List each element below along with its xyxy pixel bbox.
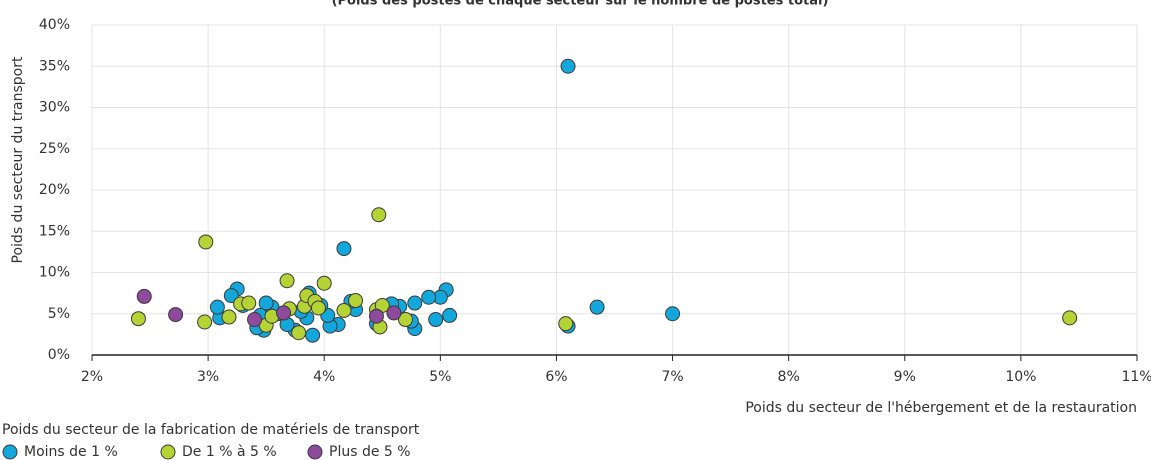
legend-title: Poids du secteur de la fabrication de ma… <box>2 422 420 438</box>
scatter-point <box>442 307 458 323</box>
y-axis-label: Poids du secteur du transport <box>10 56 26 263</box>
chart-subtitle: (Poids des postes de chaque secteur sur … <box>332 0 829 9</box>
scatter-point <box>398 312 413 328</box>
scatter-point <box>136 288 152 304</box>
scatter-point <box>197 314 213 330</box>
y-tick-label: 5% <box>48 306 70 322</box>
scatter-point <box>1062 310 1078 326</box>
scatter-point <box>336 241 352 257</box>
x-tick-label: 5% <box>429 369 451 385</box>
scatter-point <box>198 234 214 250</box>
scatter-point <box>276 305 292 321</box>
scatter-point <box>221 309 237 325</box>
x-tick-label: 8% <box>778 369 800 385</box>
scatter-point <box>305 327 321 343</box>
x-tick-label: 7% <box>661 369 683 385</box>
scatter-point <box>386 305 402 321</box>
x-tick-label: 11% <box>1121 369 1151 385</box>
scatter-point <box>560 58 576 74</box>
y-tick-label: 40% <box>39 17 70 33</box>
y-tick-label: 0% <box>48 347 70 363</box>
scatter-point <box>348 293 364 309</box>
legend-marker <box>160 444 176 460</box>
y-tick-label: 20% <box>39 182 70 198</box>
scatter-point <box>407 295 423 311</box>
scatter-point <box>310 300 326 316</box>
legend-label: Plus de 5 % <box>329 444 411 460</box>
scatter-point <box>421 289 437 305</box>
y-tick-label: 25% <box>39 141 70 157</box>
scatter-point <box>291 325 307 341</box>
scatter-point <box>247 312 263 328</box>
x-tick-label: 10% <box>1005 369 1036 385</box>
x-tick-label: 9% <box>894 369 916 385</box>
scatter-point <box>316 275 332 291</box>
x-tick-label: 3% <box>197 369 219 385</box>
scatter-point <box>368 308 384 324</box>
scatter-point <box>558 316 574 332</box>
scatter-point <box>336 302 352 318</box>
scatter-point <box>241 295 257 311</box>
legend-marker <box>2 444 18 460</box>
y-tick-label: 10% <box>39 265 70 281</box>
scatter-point <box>130 311 146 327</box>
scatter-point <box>665 306 681 322</box>
y-tick-label: 35% <box>39 58 70 74</box>
y-tick-label: 15% <box>39 223 70 239</box>
scatter-point <box>371 207 387 223</box>
x-tick-label: 4% <box>313 369 335 385</box>
scatter-point <box>258 295 274 311</box>
x-tick-label: 6% <box>545 369 567 385</box>
scatter-point <box>589 299 605 315</box>
legend-label: De 1 % à 5 % <box>182 444 277 460</box>
legend-marker <box>307 444 323 460</box>
x-tick-label: 2% <box>81 369 103 385</box>
x-axis-label: Poids du secteur de l'hébergement et de … <box>745 400 1137 416</box>
legend-label: Moins de 1 % <box>24 444 118 460</box>
scatter-point <box>209 299 225 315</box>
scatter-point <box>428 312 444 328</box>
scatter-point <box>279 273 295 289</box>
scatter-point <box>168 307 184 323</box>
y-tick-label: 30% <box>39 100 70 116</box>
